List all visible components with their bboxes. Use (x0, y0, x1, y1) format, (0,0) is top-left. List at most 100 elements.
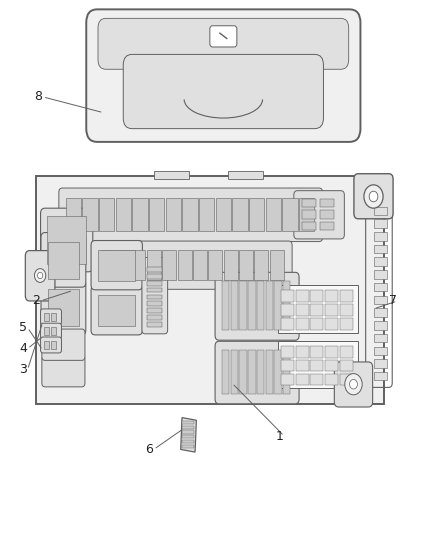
FancyBboxPatch shape (215, 272, 299, 340)
FancyBboxPatch shape (42, 329, 85, 360)
Bar (231, 281, 238, 330)
Polygon shape (36, 176, 385, 405)
FancyBboxPatch shape (98, 18, 349, 69)
Bar (374, 207, 388, 215)
FancyBboxPatch shape (91, 240, 142, 290)
Bar (340, 290, 353, 302)
Bar (99, 295, 135, 326)
Bar (47, 216, 86, 264)
Bar (374, 334, 388, 342)
Bar (296, 290, 309, 302)
Bar (311, 360, 323, 372)
Bar (50, 313, 56, 320)
Bar (240, 281, 247, 330)
Bar (47, 289, 79, 326)
FancyBboxPatch shape (123, 54, 323, 128)
FancyBboxPatch shape (334, 362, 373, 407)
FancyBboxPatch shape (215, 341, 299, 404)
Bar (296, 318, 309, 329)
Bar (374, 359, 388, 368)
Bar (166, 198, 181, 231)
Bar (296, 374, 309, 385)
Bar (274, 281, 282, 330)
Bar (44, 327, 49, 335)
Bar (154, 171, 188, 179)
Bar (274, 350, 282, 394)
Text: 8: 8 (34, 90, 42, 103)
Bar (302, 199, 316, 207)
Bar (44, 341, 49, 349)
Bar (47, 241, 79, 279)
FancyBboxPatch shape (294, 191, 344, 239)
FancyBboxPatch shape (41, 280, 86, 335)
Bar (270, 249, 284, 280)
Bar (302, 211, 316, 219)
Bar (222, 281, 230, 330)
FancyBboxPatch shape (59, 188, 322, 241)
Bar (147, 288, 162, 293)
Bar (374, 309, 388, 317)
Bar (340, 374, 353, 385)
Bar (311, 346, 323, 358)
Bar (132, 198, 148, 231)
FancyBboxPatch shape (354, 174, 393, 219)
Bar (249, 198, 265, 231)
Bar (199, 198, 214, 231)
FancyBboxPatch shape (41, 208, 93, 272)
Bar (311, 374, 323, 385)
FancyBboxPatch shape (41, 232, 86, 287)
Bar (50, 327, 56, 335)
Polygon shape (181, 418, 196, 452)
Bar (147, 309, 162, 313)
FancyBboxPatch shape (42, 356, 85, 387)
Bar (183, 435, 194, 438)
Circle shape (350, 379, 357, 389)
Bar (325, 346, 338, 358)
Bar (281, 374, 294, 385)
Bar (147, 316, 162, 320)
Text: 4: 4 (19, 342, 27, 355)
Bar (162, 249, 176, 280)
Bar (147, 302, 162, 306)
FancyBboxPatch shape (25, 251, 55, 301)
FancyBboxPatch shape (41, 337, 61, 353)
Bar (82, 198, 98, 231)
Bar (340, 318, 353, 329)
Bar (374, 321, 388, 329)
Bar (296, 346, 309, 358)
Bar (183, 445, 194, 448)
Bar (311, 304, 323, 316)
Bar (257, 281, 264, 330)
Bar (311, 290, 323, 302)
Circle shape (369, 191, 378, 202)
Bar (340, 360, 353, 372)
Bar (278, 341, 358, 389)
FancyBboxPatch shape (41, 309, 61, 325)
Text: 3: 3 (19, 364, 27, 376)
Bar (296, 360, 309, 372)
Bar (281, 346, 294, 358)
Bar (44, 313, 49, 320)
Text: 6: 6 (145, 443, 153, 456)
Bar (325, 374, 338, 385)
Bar (340, 304, 353, 316)
Bar (325, 304, 338, 316)
Circle shape (364, 185, 383, 208)
Bar (149, 198, 164, 231)
Circle shape (38, 272, 43, 279)
Bar (116, 249, 130, 280)
Bar (325, 290, 338, 302)
Bar (183, 440, 194, 443)
Bar (374, 232, 388, 240)
Bar (265, 281, 273, 330)
FancyBboxPatch shape (94, 241, 292, 289)
Bar (239, 249, 253, 280)
Bar (50, 341, 56, 349)
Bar (183, 430, 194, 433)
Bar (265, 350, 273, 394)
Bar (302, 222, 316, 230)
FancyBboxPatch shape (210, 26, 237, 47)
Bar (299, 198, 314, 231)
Bar (257, 350, 264, 394)
FancyBboxPatch shape (142, 257, 168, 334)
